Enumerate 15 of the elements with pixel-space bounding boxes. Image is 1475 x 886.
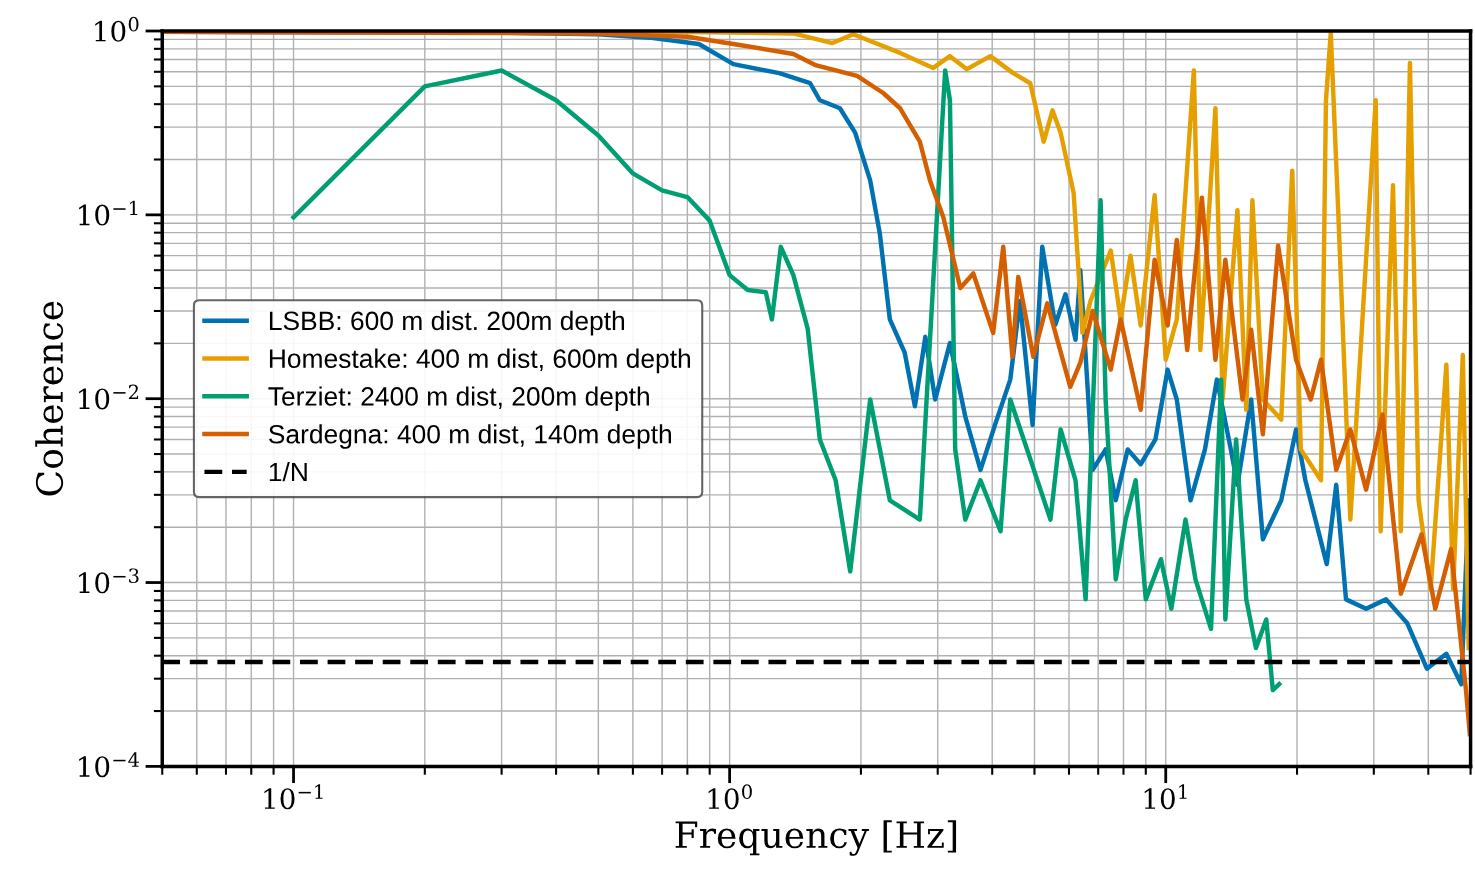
y-tick-label: 10$^{−4}$	[79, 752, 140, 778]
y-tick-label: 10$^{0}$	[95, 16, 139, 42]
y-axis-title: Coherence	[35, 301, 64, 496]
x-axis-title: Frequency [Hz]	[675, 820, 957, 856]
y-tick-label: 10$^{−3}$	[79, 568, 139, 594]
legend-label: LSBB: 600 m dist. 200m depth	[269, 310, 625, 336]
y-tick-label: 10$^{−1}$	[79, 200, 138, 226]
x-tick-label: 10$^{−1}$	[264, 784, 323, 810]
x-tick-label: 10$^{1}$	[1144, 784, 1187, 810]
x-tick-label: 10$^{0}$	[708, 784, 752, 810]
legend-label: Terziet: 2400 m dist, 200m depth	[268, 386, 649, 411]
y-tick-label: 10$^{−2}$	[79, 384, 139, 410]
legend-label: Homestake: 400 m dist, 600m depth	[269, 348, 690, 374]
legend-label: 1/N	[269, 461, 307, 482]
legend-label: Sardegna: 400 m dist, 140m depth	[269, 424, 671, 449]
